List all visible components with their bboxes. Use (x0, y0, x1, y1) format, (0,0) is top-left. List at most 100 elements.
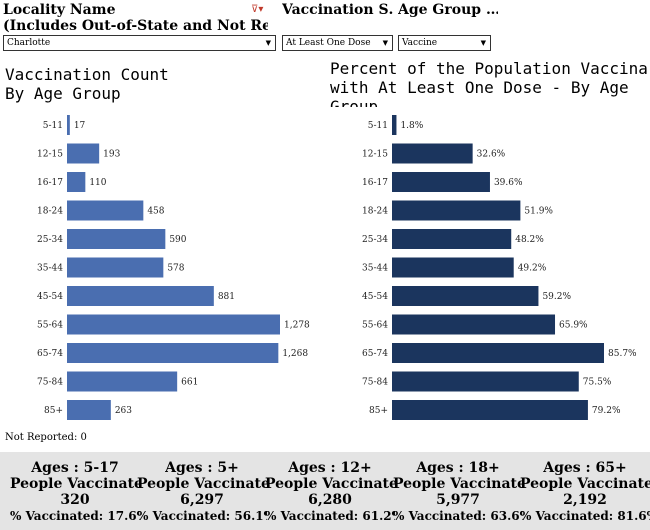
age-group-dropdown-value: Vaccine (402, 38, 438, 48)
category-label: 85+ (44, 406, 63, 416)
summary-title: Ages : 18+ (416, 460, 500, 476)
bar[interactable] (392, 286, 539, 306)
bar[interactable] (392, 143, 473, 164)
bar[interactable] (67, 200, 144, 221)
data-label: 1,268 (282, 349, 308, 359)
data-label: 263 (115, 406, 132, 416)
data-label: 110 (89, 178, 106, 188)
locality-filter-title-line2: (Includes Out-of-State and Not Rep… (3, 18, 268, 34)
bar[interactable] (67, 115, 70, 135)
age-group-dropdown[interactable]: Vaccine ▼ (398, 35, 491, 51)
data-label: 32.6% (477, 150, 506, 160)
category-label: 55-64 (362, 321, 388, 331)
count-chart-title-line1: Vaccination Count (5, 65, 169, 84)
category-label: 75-84 (37, 378, 63, 388)
data-label: 51.9% (524, 207, 553, 217)
summary-card: Ages : 5+ People Vaccinated 6,297 % Vacc… (137, 460, 267, 524)
summary-percent: % Vaccinated: 56.1% (137, 509, 267, 523)
percent-chart-title-line1: Percent of the Population Vaccinated (330, 59, 648, 78)
category-label: 16-17 (37, 178, 63, 188)
summary-title: Ages : 5-17 (31, 460, 119, 476)
bar[interactable] (392, 314, 556, 335)
summary-card: Ages : 12+ People Vaccinated 6,280 % Vac… (265, 460, 395, 524)
bar[interactable] (67, 343, 279, 363)
category-label: 85+ (369, 406, 388, 416)
category-label: 65-74 (362, 349, 388, 359)
bar[interactable] (67, 257, 164, 278)
data-label: 79.2% (592, 406, 621, 416)
data-label: 1.8% (400, 121, 423, 131)
data-label: 48.2% (515, 235, 544, 245)
chevron-down-icon: ▼ (265, 39, 271, 47)
percent-chart-title-line3: Group (330, 97, 379, 107)
data-label: 1,278 (284, 321, 310, 331)
percent-chart-title: Percent of the Population Vaccinated wit… (330, 59, 648, 107)
data-label: 49.2% (518, 264, 547, 274)
category-label: 12-15 (37, 150, 63, 160)
bar[interactable] (67, 314, 280, 335)
summary-percent: % Vaccinated: 81.6% (520, 509, 650, 523)
percent-by-age-chart: 5-11 1.8% 12-15 32.6% 16-17 39.6% 18-24 51.9% 25… (362, 115, 637, 420)
category-label: 12-15 (362, 150, 388, 160)
bar[interactable] (67, 172, 86, 192)
summary-label: People Vaccinated (265, 476, 395, 492)
bar[interactable] (392, 400, 588, 420)
category-label: 35-44 (362, 264, 388, 274)
category-label: 5-11 (368, 121, 388, 131)
category-label: 18-24 (362, 207, 388, 217)
data-label: 578 (167, 264, 184, 274)
count-chart-title: Vaccination Count By Age Group (5, 65, 325, 105)
summary-card: Ages : 65+ People Vaccinated 2,192 % Vac… (520, 460, 650, 524)
category-label: 65-74 (37, 349, 63, 359)
percent-chart-title-line2: with At Least One Dose - By Age (330, 78, 629, 97)
bar[interactable] (67, 400, 111, 420)
bar[interactable] (392, 371, 579, 392)
summary-count: 6,280 (308, 492, 352, 508)
not-reported-text: Not Reported: 0 (5, 432, 87, 443)
summary-percent: % Vaccinated: 63.6% (393, 509, 523, 523)
bar[interactable] (67, 371, 178, 392)
summary-label: People Vaccinated (520, 476, 650, 492)
bar[interactable] (392, 172, 490, 192)
data-label: 17 (74, 121, 86, 131)
category-label: 18-24 (37, 207, 63, 217)
locality-dropdown[interactable]: Charlotte ▼ (3, 35, 276, 51)
bar[interactable] (392, 229, 512, 249)
category-label: 55-64 (37, 321, 63, 331)
category-label: 35-44 (37, 264, 63, 274)
data-label: 661 (181, 378, 198, 388)
summary-count: 320 (60, 492, 90, 508)
summary-card: Ages : 18+ People Vaccinated 5,977 % Vac… (393, 460, 523, 524)
bar[interactable] (392, 115, 397, 135)
chevron-down-icon: ▼ (480, 39, 486, 47)
summary-percent: % Vaccinated: 17.6% (10, 509, 140, 523)
summary-label: People Vaccinated (10, 476, 140, 492)
category-label: 25-34 (37, 235, 63, 245)
age-group-filter-title: Age Group … (398, 2, 498, 18)
summary-card: Ages : 5-17 People Vaccinated 320 % Vacc… (10, 460, 140, 524)
summary-label: People Vaccinated (393, 476, 523, 492)
bar[interactable] (392, 200, 521, 221)
bar[interactable] (392, 257, 514, 278)
bar[interactable] (67, 229, 166, 249)
data-label: 39.6% (494, 178, 523, 188)
category-label: 45-54 (362, 292, 388, 302)
category-label: 5-11 (43, 121, 63, 131)
vaccination-status-filter-title: Vaccination S… (282, 2, 394, 18)
data-label: 590 (169, 235, 186, 245)
summary-title: Ages : 5+ (165, 460, 239, 476)
vaccination-status-dropdown[interactable]: At Least One Dose ▼ (282, 35, 393, 51)
summary-count: 6,297 (180, 492, 224, 508)
locality-filter-title-line1: Locality Name (3, 2, 116, 18)
data-label: 193 (103, 150, 120, 160)
bar[interactable] (67, 286, 214, 306)
locality-filter-title: Locality Name (Includes Out-of-State and… (3, 2, 268, 34)
summary-count: 5,977 (436, 492, 480, 508)
clear-filter-icon[interactable]: ⊽▾ (251, 4, 264, 15)
bar[interactable] (67, 143, 100, 164)
data-label: 59.2% (542, 292, 571, 302)
summary-panel: Ages : 5-17 People Vaccinated 320 % Vacc… (0, 452, 650, 530)
bar[interactable] (392, 343, 604, 363)
summary-title: Ages : 12+ (288, 460, 372, 476)
summary-title: Ages : 65+ (543, 460, 627, 476)
